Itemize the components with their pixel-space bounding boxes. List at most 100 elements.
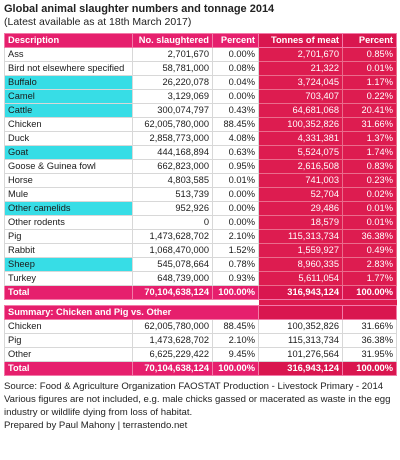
row-percent-tonnes: 1.17% xyxy=(342,75,397,90)
table-row: Bird not elsewhere specified 58,781,000 0.… xyxy=(4,61,397,76)
row-percent-tonnes: 36.38% xyxy=(342,333,397,348)
total-tonnes: 316,943,124 xyxy=(258,285,343,300)
row-tonnes: 5,611,054 xyxy=(258,271,343,286)
row-tonnes: 100,352,826 xyxy=(258,117,343,132)
row-percent-tonnes: 1.37% xyxy=(342,131,397,146)
row-description: Goose & Guinea fowl xyxy=(4,159,133,174)
row-tonnes: 100,352,826 xyxy=(258,319,343,334)
page-title: Global animal slaughter numbers and tonn… xyxy=(4,3,275,15)
table-row: Chicken 62,005,780,000 88.45% 100,352,826 31… xyxy=(4,117,397,132)
row-tonnes: 5,524,075 xyxy=(258,145,343,160)
total-percent: 100.00% xyxy=(212,285,259,300)
header-percent-tonnes: Percent xyxy=(342,33,397,48)
header-percent: Percent xyxy=(212,33,259,48)
row-slaughtered: 513,739 xyxy=(132,187,213,202)
table-row: Mule 513,739 0.00% 52,704 0.02% xyxy=(4,187,397,202)
row-percent: 0.93% xyxy=(212,271,259,286)
table-row: Other camelids 952,926 0.00% 29,486 0.01% xyxy=(4,201,397,216)
row-tonnes: 52,704 xyxy=(258,187,343,202)
row-percent-tonnes: 0.01% xyxy=(342,61,397,76)
table-row: Pig 1,473,628,702 2.10% 115,313,734 36.38% xyxy=(4,229,397,244)
row-description: Buffalo xyxy=(4,75,133,90)
summary-total-percent: 100.00% xyxy=(212,361,259,376)
row-slaughtered: 1,473,628,702 xyxy=(132,229,213,244)
row-slaughtered: 545,078,664 xyxy=(132,257,213,272)
row-description: Camel xyxy=(4,89,133,104)
spacer-row xyxy=(4,299,397,306)
row-percent: 2.10% xyxy=(212,333,259,348)
row-tonnes: 8,960,335 xyxy=(258,257,343,272)
row-tonnes: 115,313,734 xyxy=(258,333,343,348)
row-slaughtered: 1,068,470,000 xyxy=(132,243,213,258)
row-percent-tonnes: 20.41% xyxy=(342,103,397,118)
row-tonnes: 4,331,381 xyxy=(258,131,343,146)
row-slaughtered: 26,220,078 xyxy=(132,75,213,90)
row-percent-tonnes: 0.23% xyxy=(342,173,397,188)
row-percent: 0.00% xyxy=(212,89,259,104)
row-percent: 88.45% xyxy=(212,117,259,132)
table-row: Buffalo 26,220,078 0.04% 3,724,045 1.17% xyxy=(4,75,397,90)
table-row: Sheep 545,078,664 0.78% 8,960,335 2.83% xyxy=(4,257,397,272)
row-tonnes: 3,724,045 xyxy=(258,75,343,90)
row-tonnes: 2,701,670 xyxy=(258,47,343,62)
summary-row: Other 6,625,229,422 9.45% 101,276,564 31.95% xyxy=(4,347,397,362)
total-slaughtered: 70,104,638,124 xyxy=(132,285,213,300)
row-description: Chicken xyxy=(4,117,133,132)
row-slaughtered: 444,168,894 xyxy=(132,145,213,160)
row-slaughtered: 58,781,000 xyxy=(132,61,213,76)
row-slaughtered: 662,823,000 xyxy=(132,159,213,174)
row-tonnes: 21,322 xyxy=(258,61,343,76)
row-tonnes: 115,313,734 xyxy=(258,229,343,244)
row-description: Bird not elsewhere specified xyxy=(4,61,133,76)
row-percent: 1.52% xyxy=(212,243,259,258)
row-description: Chicken xyxy=(4,319,133,334)
summary-row: Pig 1,473,628,702 2.10% 115,313,734 36.38% xyxy=(4,333,397,348)
row-percent: 0.63% xyxy=(212,145,259,160)
credit-note: Prepared by Paul Mahony | terrastendo.ne… xyxy=(4,420,188,431)
source-note: Source: Food & Agriculture Organization … xyxy=(4,381,384,392)
summary-header: Summary: Chicken and Pig vs. Other xyxy=(4,305,259,320)
row-tonnes: 29,486 xyxy=(258,201,343,216)
row-percent-tonnes: 2.83% xyxy=(342,257,397,272)
table-row: Other rodents 0 0.00% 18,579 0.01% xyxy=(4,215,397,230)
notes: Source: Food & Agriculture Organization … xyxy=(4,380,396,432)
summary-total-row: Total 70,104,638,124 100.00% 316,943,124… xyxy=(4,361,397,376)
row-slaughtered: 1,473,628,702 xyxy=(132,333,213,348)
row-percent-tonnes: 0.83% xyxy=(342,159,397,174)
row-percent: 0.43% xyxy=(212,103,259,118)
row-percent-tonnes: 0.85% xyxy=(342,47,397,62)
row-slaughtered: 300,074,797 xyxy=(132,103,213,118)
summary-body: Chicken 62,005,780,000 88.45% 100,352,826 31… xyxy=(4,319,397,362)
table-row: Rabbit 1,068,470,000 1.52% 1,559,927 0.49% xyxy=(4,243,397,258)
row-percent-tonnes: 31.66% xyxy=(342,117,397,132)
summary-header-tonnes-cell xyxy=(258,305,343,320)
row-percent-tonnes: 0.01% xyxy=(342,201,397,216)
row-percent-tonnes: 0.49% xyxy=(342,243,397,258)
row-description: Pig xyxy=(4,333,133,348)
row-percent: 0.01% xyxy=(212,173,259,188)
table-row: Ass 2,701,670 0.00% 2,701,670 0.85% xyxy=(4,47,397,62)
row-percent: 0.95% xyxy=(212,159,259,174)
table-row: Goose & Guinea fowl 662,823,000 0.95% 2,616… xyxy=(4,159,397,174)
row-percent: 2.10% xyxy=(212,229,259,244)
page-subtitle: (Latest available as at 18th March 2017) xyxy=(4,16,192,28)
row-tonnes: 18,579 xyxy=(258,215,343,230)
row-slaughtered: 2,858,773,000 xyxy=(132,131,213,146)
row-description: Turkey xyxy=(4,271,133,286)
table-row: Duck 2,858,773,000 4.08% 4,331,381 1.37% xyxy=(4,131,397,146)
row-tonnes: 741,003 xyxy=(258,173,343,188)
row-slaughtered: 6,625,229,422 xyxy=(132,347,213,362)
row-percent-tonnes: 0.22% xyxy=(342,89,397,104)
row-tonnes: 101,276,564 xyxy=(258,347,343,362)
row-description: Other camelids xyxy=(4,201,133,216)
row-percent: 4.08% xyxy=(212,131,259,146)
table-row: Camel 3,129,069 0.00% 703,407 0.22% xyxy=(4,89,397,104)
row-percent: 0.00% xyxy=(212,47,259,62)
row-slaughtered: 3,129,069 xyxy=(132,89,213,104)
row-percent-tonnes: 31.95% xyxy=(342,347,397,362)
summary-total-percent-tonnes: 100.00% xyxy=(342,361,397,376)
row-percent: 0.78% xyxy=(212,257,259,272)
row-description: Duck xyxy=(4,131,133,146)
row-percent: 88.45% xyxy=(212,319,259,334)
header-tonnes: Tonnes of meat xyxy=(258,33,343,48)
